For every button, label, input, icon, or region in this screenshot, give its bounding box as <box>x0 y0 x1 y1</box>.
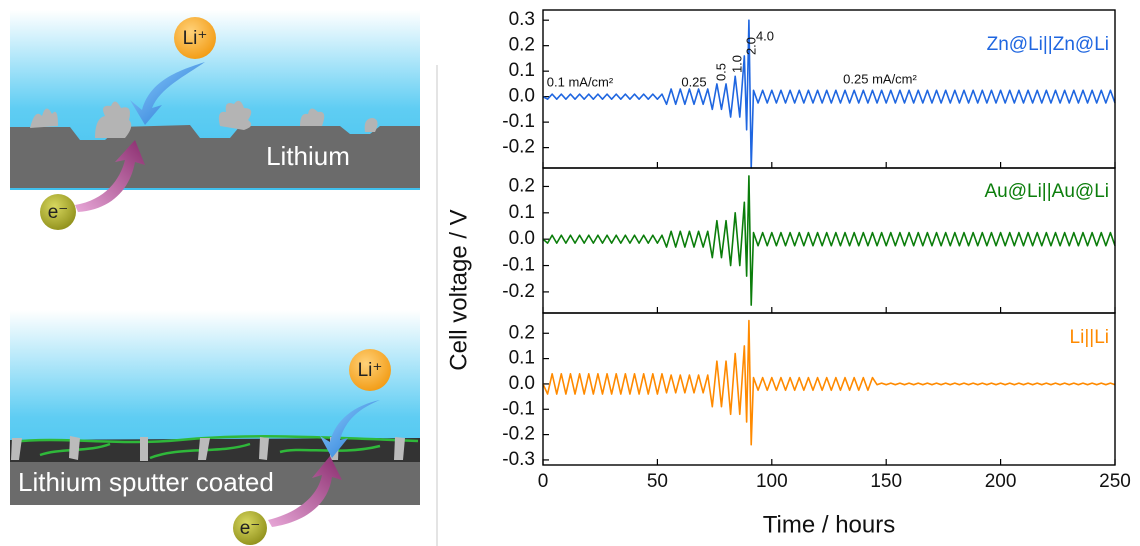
figure: Li⁺ e⁻ Lithium Li⁺ e⁻ Lithium sputter co… <box>0 0 1140 546</box>
y-tick-label: -0.3 <box>502 449 535 470</box>
x-axis-title: Time / hours <box>763 511 895 538</box>
lithium-label: Lithium <box>266 141 350 171</box>
y-tick-label: -0.2 <box>502 424 535 445</box>
x-tick-label: 150 <box>870 471 902 492</box>
y-tick-label: 0.0 <box>509 373 535 394</box>
y-tick-label: 0.3 <box>509 9 535 30</box>
y-tick-label: -0.1 <box>502 111 535 132</box>
y-tick-label: -0.2 <box>502 137 535 158</box>
y-tick-label: 0.2 <box>509 35 535 56</box>
y-tick-label: 0.1 <box>509 348 535 369</box>
electron-label: e⁻ <box>48 202 69 223</box>
y-tick-label: 0.2 <box>509 322 535 343</box>
x-tick-label: 200 <box>985 471 1017 492</box>
schematic-bottom: Li⁺ e⁻ Lithium sputter coated <box>10 310 420 545</box>
x-tick-label: 0 <box>538 471 549 492</box>
y-axis-title: Cell voltage / V <box>445 209 472 370</box>
annotation: 0.1 mA/cm² <box>547 74 614 89</box>
series-label: Li||Li <box>1070 327 1109 348</box>
series-label: Zn@Li||Zn@Li <box>987 34 1109 55</box>
y-tick-label: -0.1 <box>502 255 535 276</box>
ion-label: Li⁺ <box>183 28 208 49</box>
voltage-trace <box>543 321 1115 445</box>
annotation: 0.25 <box>681 74 706 89</box>
y-tick-label: 0.1 <box>509 60 535 81</box>
y-tick-label: 0.0 <box>509 86 535 107</box>
annotation: 4.0 <box>756 28 774 43</box>
coating-label: Lithium sputter coated <box>18 467 274 497</box>
ion-label: Li⁺ <box>358 360 383 381</box>
x-tick-label: 50 <box>647 471 668 492</box>
series-label: Au@Li||Au@Li <box>984 181 1109 202</box>
y-tick-label: 0.2 <box>509 175 535 196</box>
y-tick-label: 0.1 <box>509 202 535 223</box>
electron-label: e⁻ <box>240 518 261 539</box>
annotation: 1.0 <box>729 55 744 73</box>
x-tick-label: 250 <box>1099 471 1131 492</box>
y-tick-label: -0.1 <box>502 398 535 419</box>
y-tick-label: 0.0 <box>509 228 535 249</box>
annotation: 0.5 <box>713 63 728 81</box>
y-tick-label: -0.2 <box>502 281 535 302</box>
schematic-top: Li⁺ e⁻ Lithium <box>10 10 420 230</box>
x-tick-label: 100 <box>756 471 788 492</box>
annotation: 0.25 mA/cm² <box>843 71 917 86</box>
